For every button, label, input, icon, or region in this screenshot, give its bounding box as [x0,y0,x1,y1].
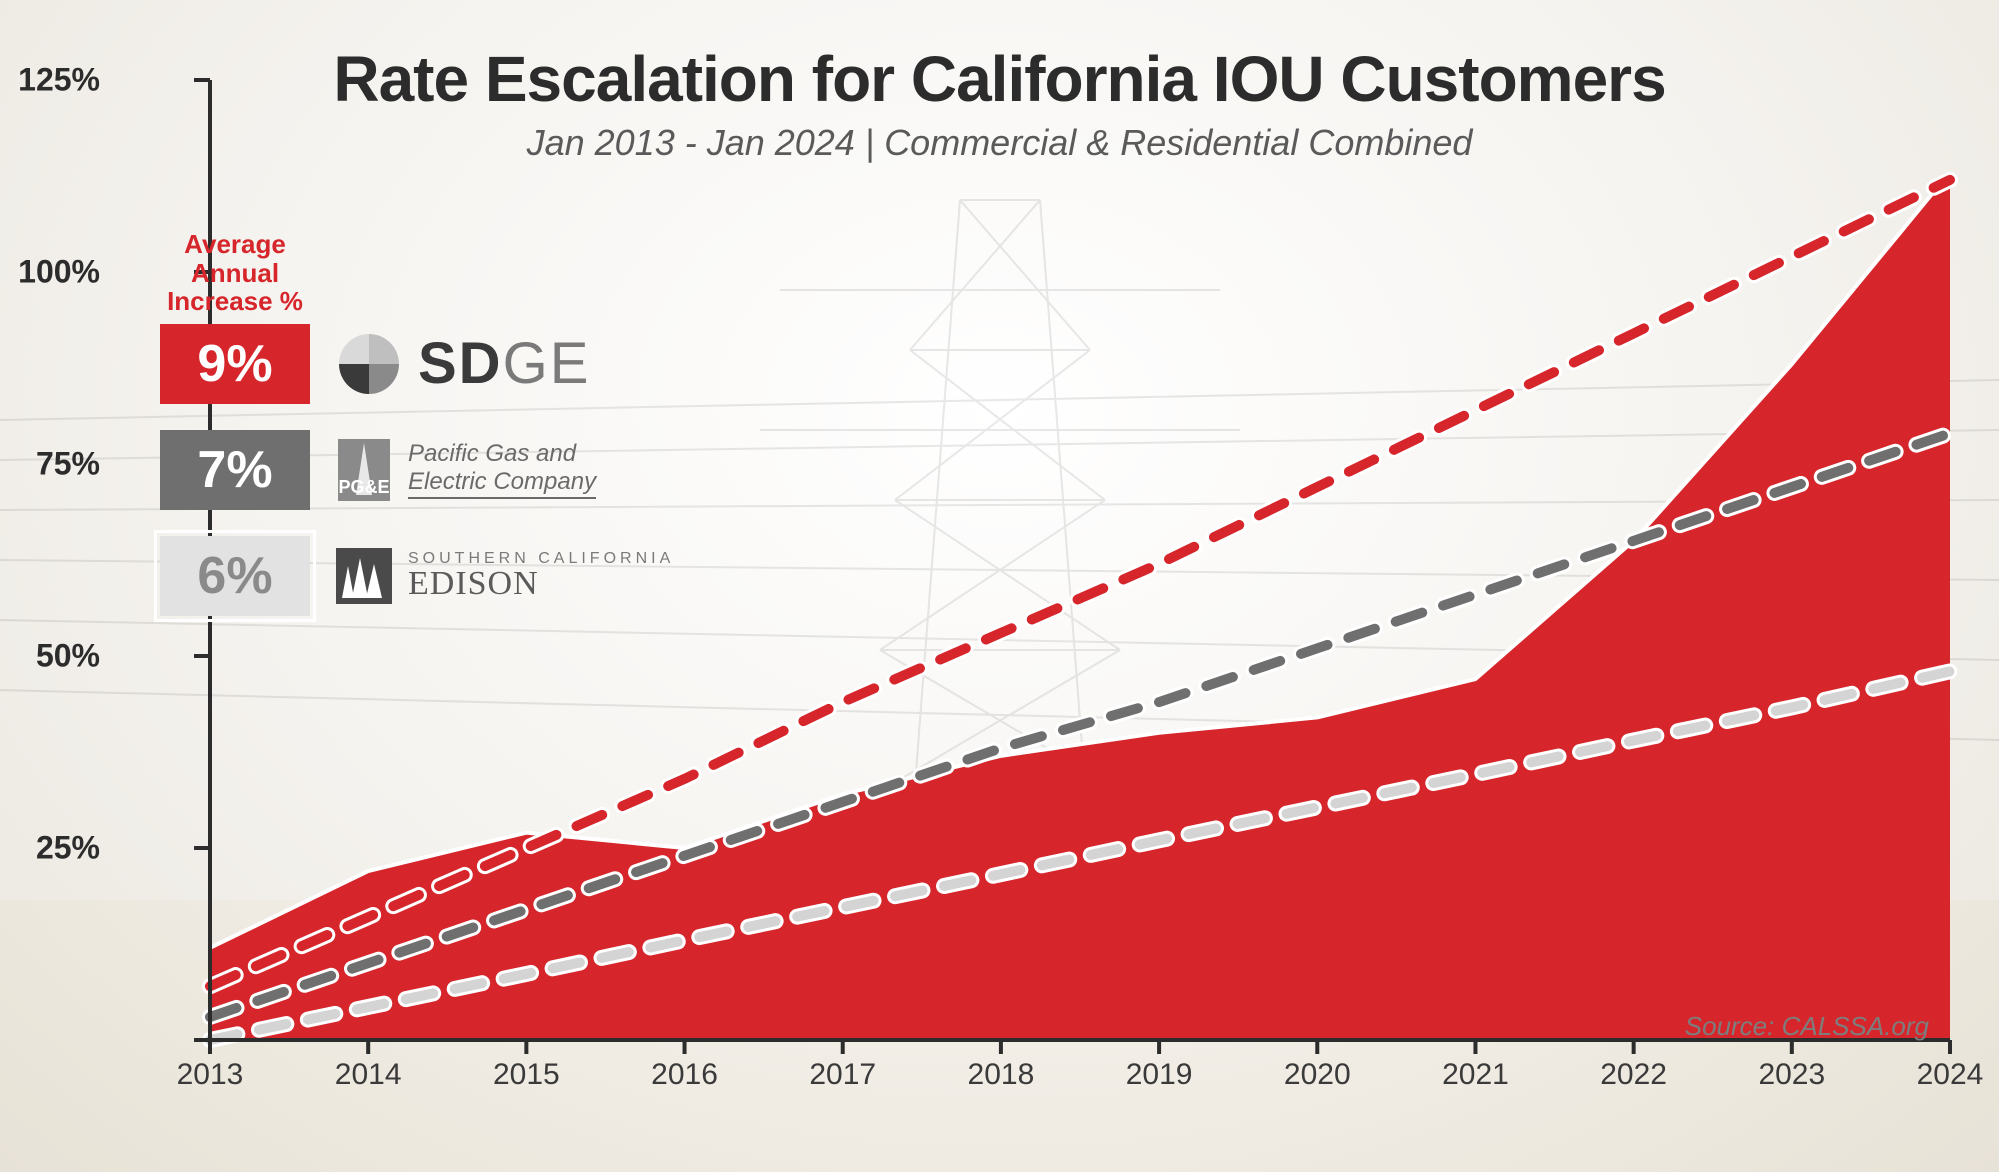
x-tick-label: 2023 [1758,1058,1825,1092]
pge-logo: PG&E Pacific Gas andElectric Company [334,435,596,505]
sce-logo: SOUTHERN CALIFORNIAEDISON [334,546,674,606]
x-tick-label: 2017 [809,1058,876,1092]
x-tick-label: 2013 [177,1058,244,1092]
sce-icon [334,546,394,606]
x-tick-label: 2021 [1442,1058,1509,1092]
y-tick-label: 50% [0,638,100,675]
sdge-logo: SDGE [334,329,590,399]
legend-heading: Average Annual Increase % [160,230,310,316]
legend-row-sce: 6% SOUTHERN CALIFORNIAEDISON [160,536,800,616]
legend: Average Annual Increase % 9% SDGE 7% PG&E Pa… [160,230,800,642]
legend-row-sdge: 9% SDGE [160,324,800,404]
sdge-wordmark: SDGE [418,330,590,397]
x-tick-label: 2024 [1917,1058,1984,1092]
x-tick-label: 2016 [651,1058,718,1092]
chart-container: Rate Escalation for California IOU Custo… [0,0,1999,1172]
x-tick-label: 2022 [1600,1058,1667,1092]
pge-icon: PG&E [334,435,394,505]
y-tick-label: 75% [0,446,100,483]
sdge-icon [334,329,404,399]
x-tick-label: 2019 [1126,1058,1193,1092]
y-tick-label: 25% [0,830,100,867]
legend-pct-box: 9% [160,324,310,404]
svg-text:PG&E: PG&E [338,477,389,497]
x-tick-label: 2014 [335,1058,402,1092]
x-tick-label: 2018 [968,1058,1035,1092]
legend-row-pge: 7% PG&E Pacific Gas andElectric Company [160,430,800,510]
sce-wordmark: SOUTHERN CALIFORNIAEDISON [408,551,674,601]
source-attribution: Source: CALSSA.org [1685,1011,1929,1042]
pge-wordmark: Pacific Gas andElectric Company [408,440,596,499]
x-tick-label: 2015 [493,1058,560,1092]
y-tick-label: 100% [0,254,100,291]
y-tick-label: 125% [0,62,100,99]
legend-pct-box: 7% [160,430,310,510]
legend-pct-box: 6% [160,536,310,616]
x-tick-label: 2020 [1284,1058,1351,1092]
